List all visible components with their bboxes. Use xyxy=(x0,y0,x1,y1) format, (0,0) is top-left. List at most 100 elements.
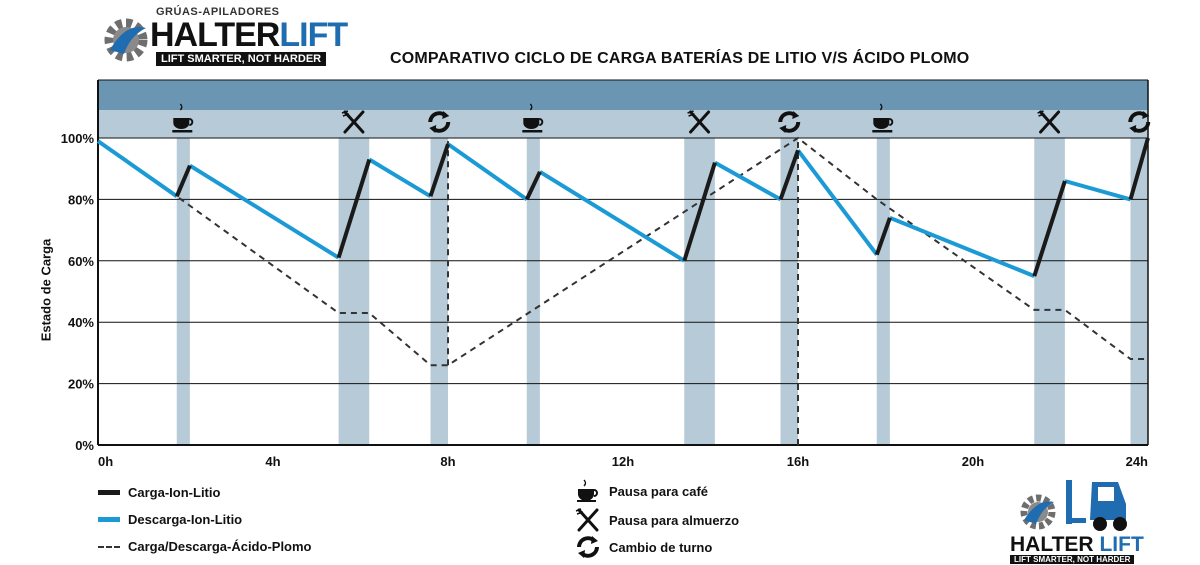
shift-icon xyxy=(428,111,451,133)
x-tick-label: 4h xyxy=(265,454,280,469)
pause-band-lunch-7 xyxy=(1034,138,1065,445)
series-0-segment-1 xyxy=(336,158,372,259)
series-0-segment-7 xyxy=(1032,180,1067,277)
shift-arrow-top xyxy=(1142,111,1150,119)
series-0-segment-2 xyxy=(428,143,450,197)
lunch-fork xyxy=(689,110,711,134)
legend-swatch-discharge xyxy=(98,517,120,522)
lunch-icon xyxy=(341,110,365,134)
pause-band-coffee-0 xyxy=(176,138,190,445)
chart-top-band xyxy=(98,80,1148,110)
legend-item-coffee: Pausa para café xyxy=(575,478,708,504)
legend-item-shift: Cambio de turno xyxy=(575,534,712,560)
coffee-icon xyxy=(172,103,194,133)
pause-band-coffee-6 xyxy=(876,138,890,445)
series-1-segment-5 xyxy=(713,160,782,202)
brand-name: HALTERLIFT xyxy=(150,16,348,54)
lunch-fork xyxy=(1039,110,1061,134)
legend-swatch-charge xyxy=(98,490,120,495)
shift-arrow-top xyxy=(442,111,450,119)
coffee-cup xyxy=(873,118,890,129)
series-0-segment-0 xyxy=(174,164,192,198)
y-tick-label: 40% xyxy=(68,315,94,330)
coffee-saucer xyxy=(872,130,893,133)
chart-title: COMPARATIVO CICLO DE CARGA BATERÍAS DE L… xyxy=(390,50,970,67)
coffee-cup xyxy=(523,118,540,129)
bottom-brand-name: HALTER LIFT xyxy=(1010,534,1144,556)
pause-band-coffee-3 xyxy=(526,138,540,445)
brand-tagline: GRÚAS-APILADORES xyxy=(156,6,280,18)
series-0-segment-6 xyxy=(874,217,892,256)
forklift-logo-icon xyxy=(1020,480,1127,531)
coffee-handle xyxy=(189,118,194,126)
bottom-brand-name-part1: HALTER xyxy=(1010,533,1094,556)
coffee-icon xyxy=(522,103,544,133)
series-1-segment-0 xyxy=(96,139,178,198)
legend-label-lead-acid: Carga/Descarga-Ácido-Plomo xyxy=(128,539,312,554)
coffee-steam xyxy=(179,103,183,111)
bottom-brand-slogan: LIFT SMARTER, NOT HARDER xyxy=(1010,555,1135,564)
pause-band-lunch-1 xyxy=(338,138,370,445)
x-tick-label: 16h xyxy=(787,454,809,469)
shift-change-icon xyxy=(577,536,599,558)
gear-logo-icon xyxy=(104,18,148,62)
coffee-saucer xyxy=(172,130,193,133)
fork-knife-icon xyxy=(575,508,599,532)
coffee-cup xyxy=(173,118,190,129)
y-tick-label: 60% xyxy=(68,254,94,269)
series-1-segment-2 xyxy=(368,157,432,199)
x-tick-label: 12h xyxy=(612,454,634,469)
legend-item-lunch: Pausa para almuerzo xyxy=(575,507,739,533)
series-1-segment-1 xyxy=(188,163,340,260)
series-0-segment-5 xyxy=(778,149,800,201)
logo-top: GRÚAS-APILADORES HALTERLIFT LIFT SMARTER… xyxy=(100,6,380,68)
coffee-handle xyxy=(539,118,544,126)
x-tick-label: 8h xyxy=(440,454,455,469)
lunch-fork-tines xyxy=(341,110,350,117)
lunch-fork xyxy=(343,110,365,134)
coffee-saucer xyxy=(522,130,543,133)
pause-band-shift-2 xyxy=(430,138,448,445)
legend-label-coffee: Pausa para café xyxy=(609,483,709,499)
series-2-segment-0 xyxy=(97,136,1148,367)
series-0-segment-3 xyxy=(524,170,542,201)
series-1-segment-4 xyxy=(538,170,686,263)
pause-band-lunch-4 xyxy=(684,138,715,445)
legend-label-charge: Carga-Ion-Litio xyxy=(128,485,221,500)
coffee-icon xyxy=(872,103,894,133)
lunch-fork-tines xyxy=(687,110,695,117)
shift-icon xyxy=(778,111,801,133)
y-tick-label: 100% xyxy=(61,131,95,146)
series-1-segment-6 xyxy=(796,149,879,256)
brand-slogan: LIFT SMARTER, NOT HARDER xyxy=(156,52,327,66)
logo-bottom: HALTER LIFT LIFT SMARTER, NOT HARDER xyxy=(1008,478,1158,564)
pause-band-shift-5 xyxy=(780,138,798,445)
series-1-segment-3 xyxy=(446,142,528,202)
legend-label-shift: Cambio de turno xyxy=(609,539,713,555)
y-tick-label: 80% xyxy=(68,192,94,207)
brand-name-part1: HALTER xyxy=(150,16,280,54)
series-0-segment-8 xyxy=(1128,137,1150,200)
brand-name-part2: LIFT xyxy=(279,16,348,54)
lunch-icon xyxy=(687,110,711,134)
x-tick-label: 20h xyxy=(962,454,984,469)
coffee-steam xyxy=(879,103,883,111)
series-1-segment-8 xyxy=(1064,179,1132,202)
legend-swatch-lead-acid xyxy=(98,545,120,548)
series-0-segment-4 xyxy=(682,162,717,262)
shift-arrow-top xyxy=(792,111,800,119)
x-tick-label: 0h xyxy=(98,454,113,469)
shift-arrow-bottom xyxy=(779,125,787,133)
lunch-icon xyxy=(1037,110,1061,134)
coffee-steam xyxy=(529,103,533,111)
legend-item-charge: Carga-Ion-Litio xyxy=(98,485,220,500)
pause-band-shift-8 xyxy=(1130,138,1148,445)
shift-icon xyxy=(1128,111,1151,133)
chart-icon-band xyxy=(98,110,1148,138)
x-tick-label: 24h xyxy=(1126,454,1148,469)
bottom-brand-name-part2: LIFT xyxy=(1099,533,1144,556)
coffee-cup-icon xyxy=(577,479,598,502)
y-tick-label: 20% xyxy=(68,377,94,392)
legend-item-discharge: Descarga-Ion-Litio xyxy=(98,512,242,527)
